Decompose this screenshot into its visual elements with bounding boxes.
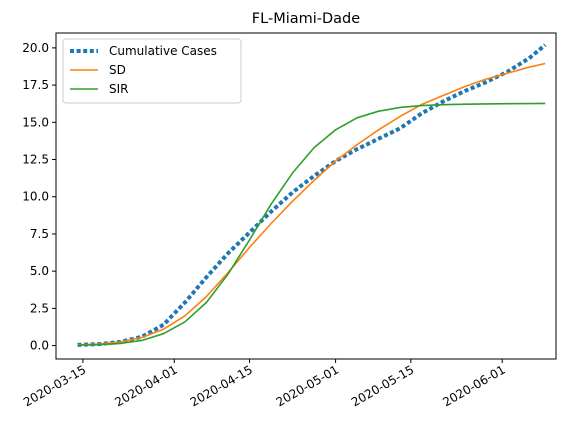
chart-title: FL-Miami-Dade bbox=[252, 11, 360, 27]
series-line-sd bbox=[77, 62, 546, 346]
legend-label: SD bbox=[109, 63, 126, 77]
y-tick-label: 17.5 bbox=[22, 78, 49, 92]
y-tick-label: 10.0 bbox=[22, 190, 49, 204]
y-tick-label: 7.5 bbox=[30, 227, 49, 241]
y-tick-label: 2.5 bbox=[30, 301, 49, 315]
legend-label: SIR bbox=[109, 82, 129, 96]
series-layer bbox=[77, 43, 547, 347]
y-tick-label: 12.5 bbox=[22, 153, 49, 167]
y-axis: 0.0 2.5 5.0 7.5 10.0 12.5 15.0 17.5 20.0 bbox=[22, 41, 56, 353]
y-tick-label: 0.0 bbox=[30, 339, 49, 353]
y-tick-label: 5.0 bbox=[30, 264, 49, 278]
series-line-sir bbox=[77, 102, 546, 346]
series-line-cumulative-cases bbox=[77, 43, 547, 347]
legend: Cumulative Cases SD SIR bbox=[62, 38, 242, 104]
y-tick-label: 20.0 bbox=[22, 41, 49, 55]
legend-box bbox=[62, 38, 242, 104]
y-tick-label: 15.0 bbox=[22, 115, 49, 129]
plot-frame bbox=[55, 32, 557, 360]
legend-label: Cumulative Cases bbox=[109, 44, 217, 58]
